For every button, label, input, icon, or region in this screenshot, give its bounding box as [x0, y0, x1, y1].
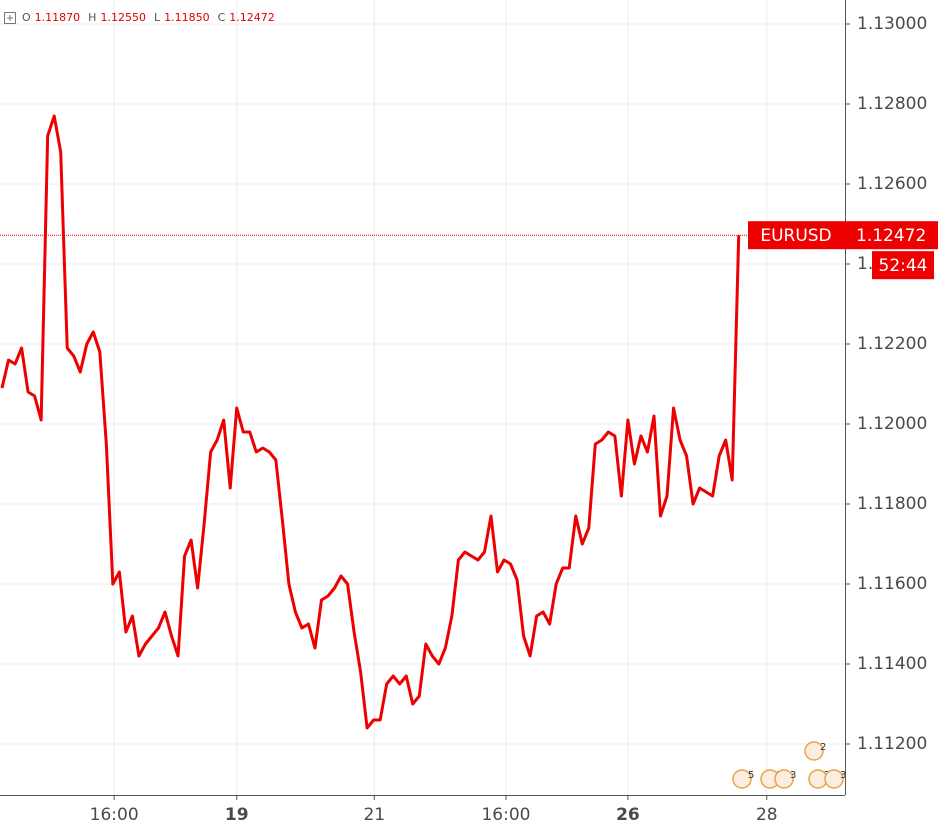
y-tick-label: 1.11800	[857, 494, 927, 514]
ohlc-value: 1.12472	[229, 11, 275, 24]
y-tick-label: 1.11200	[857, 734, 927, 754]
ohlc-value: 1.12550	[100, 11, 146, 24]
symbol-label-box	[748, 221, 845, 250]
countdown: 52:44	[879, 256, 928, 276]
event-count: 5	[748, 770, 754, 781]
y-tick-label: 1.12600	[857, 174, 927, 194]
axes: 1.11200 1.11400 1.11600 1.11800 1.12000 1.122…	[90, 14, 928, 825]
event-count: 3	[840, 770, 846, 781]
price-line	[0, 114, 741, 730]
y-tick-label: 1.12000	[857, 414, 927, 434]
x-tick-label: 16:00	[90, 805, 139, 825]
event-count: 2	[820, 742, 826, 753]
ohlc-value: 1.11870	[35, 11, 81, 24]
x-tick-label: 28	[756, 805, 778, 825]
x-tick-label: 16:00	[481, 805, 530, 825]
x-tick-label: 26	[616, 805, 640, 825]
y-tick-label: 1.12200	[857, 334, 927, 354]
event-badge	[824, 769, 844, 789]
grid	[0, 0, 845, 795]
symbol-label: EURUSD	[760, 226, 831, 246]
price-labels: EURUSD 1.12472 52:44	[0, 221, 938, 280]
ohlc-key: C	[218, 11, 226, 24]
ohlc-key: L	[154, 11, 161, 24]
event-badge	[804, 741, 824, 761]
event-count: 3	[790, 770, 796, 781]
x-tick-label: 19	[225, 805, 249, 825]
ohlc-key: O	[22, 11, 31, 24]
events: 253323	[732, 741, 846, 789]
event-badge	[774, 769, 794, 789]
event-badge	[732, 769, 752, 789]
y-tick-label: 1.11600	[857, 574, 927, 594]
y-tick-label: 1.13000	[857, 14, 927, 34]
x-tick-label: 21	[363, 805, 385, 825]
y-tick-label: 1.12800	[857, 94, 927, 114]
y-tick-label: 1.11400	[857, 654, 927, 674]
price-label: 1.12472	[856, 226, 926, 246]
ohlc-value: 1.11850	[164, 11, 210, 24]
plot-area	[0, 114, 741, 730]
ohlc-key: H	[88, 11, 96, 24]
price-label-box	[845, 221, 938, 250]
ohlc-header: O 1.11870 H 1.12550 L 1.11850 C 1.12472	[4, 11, 275, 24]
toggle-icon[interactable]	[4, 12, 16, 24]
countdown-box	[872, 251, 934, 280]
